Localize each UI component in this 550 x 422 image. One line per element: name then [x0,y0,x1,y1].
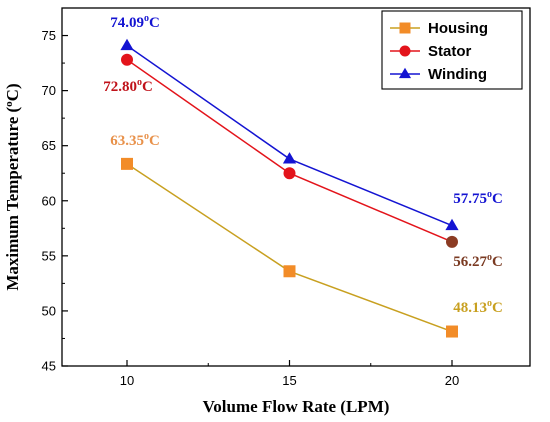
legend-label-housing: Housing [428,20,488,37]
point-winding [282,152,297,164]
y-tick-label: 70 [42,83,56,98]
y-tick-label: 60 [42,193,56,208]
y-tick-label: 55 [42,248,56,263]
plot-frame [61,7,531,367]
point-housing [283,265,296,278]
data-label: 57.75oC [453,189,503,207]
legend-label-stator: Stator [428,43,472,60]
point-winding [445,218,459,231]
series-line-housing [126,163,453,333]
legend-marker-stator [399,45,411,57]
x-tick-label: 20 [445,373,459,388]
y-tick-label: 75 [42,28,56,43]
legend-marker-housing [399,22,411,34]
legend-label-winding: Winding [428,66,487,83]
point-stator [446,235,458,248]
data-label: 56.27oC [453,252,503,270]
data-label: 48.13oC [453,298,503,316]
x-axis-title: Volume Flow Rate (LPM) [203,397,390,416]
legend-marker-winding [398,67,412,79]
x-tick-label: 15 [282,373,296,388]
point-housing [446,325,458,338]
point-winding [120,38,134,51]
data-label: 63.35oC [110,131,160,149]
x-tick-label: 10 [120,373,134,388]
data-label: 72.80oC [103,77,153,95]
data-label: 74.09oC [110,13,160,31]
y-tick-label: 65 [42,138,56,153]
y-axis-title: Maximum Temperature (oC) [3,83,22,290]
y-tick-label: 45 [42,359,56,374]
point-stator [283,167,296,180]
point-stator [121,53,133,66]
y-tick-label: 50 [42,303,56,318]
point-housing [121,157,133,170]
